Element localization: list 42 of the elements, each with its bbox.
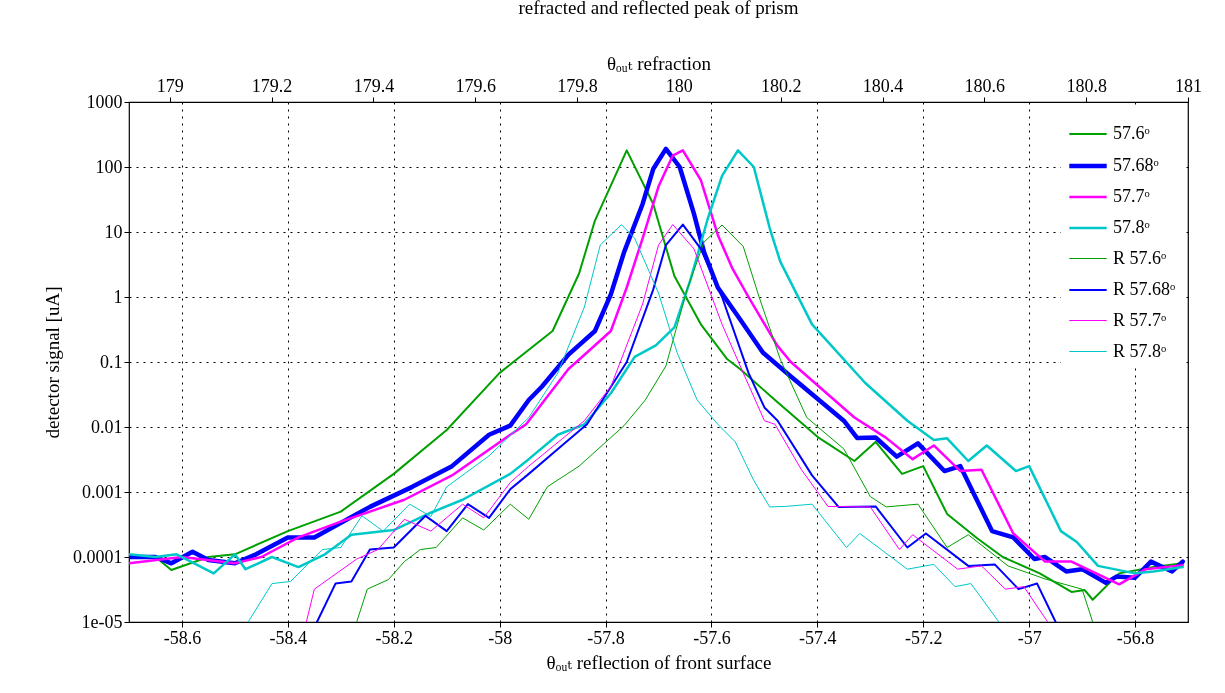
x2-tick-label: 180.4 — [862, 75, 904, 96]
legend-label: 57.68ᵒ — [1113, 155, 1159, 175]
x2-tick-label: 180.8 — [1066, 75, 1107, 96]
x2-axis-title: θₒᵤₜ refraction — [606, 52, 712, 74]
x-tick-label: -58 — [488, 627, 513, 648]
x2-tick-label: 179 — [156, 75, 184, 96]
y-tick-label: 100 — [95, 156, 123, 177]
y-tick-label: 0.001 — [82, 481, 123, 502]
legend-label: R 57.6ᵒ — [1113, 247, 1167, 268]
x-tick-label: -58.4 — [269, 627, 308, 648]
y-tick-label: 1000 — [86, 91, 123, 112]
chart-title: refracted and reflected peak of prism — [518, 0, 799, 18]
legend-label: 57.6ᵒ — [1113, 123, 1150, 143]
x-tick-label: -58.2 — [375, 627, 413, 648]
y-tick-label: 10 — [104, 221, 123, 242]
x-tick-label: -57 — [1017, 627, 1042, 648]
x2-tick-label: 179.2 — [251, 75, 293, 96]
y-tick-label: 1 — [113, 286, 123, 307]
y-tick-label: 0.01 — [91, 416, 123, 437]
legend-label: 57.7ᵒ — [1113, 186, 1150, 206]
x2-tick-label: 179.4 — [353, 75, 395, 96]
x2-tick-label: 179.8 — [557, 75, 598, 96]
y-axis-title: detector signal [uA] — [42, 286, 63, 439]
y-tick-label: 1e-05 — [81, 611, 123, 632]
x-tick-label: -57.6 — [693, 627, 731, 648]
x2-tick-label: 180.2 — [760, 75, 802, 96]
x2-tick-label: 179.6 — [455, 75, 496, 96]
x2-tick-label: 180 — [665, 75, 693, 96]
x-tick-label: -57.2 — [905, 627, 943, 648]
legend-label: R 57.7ᵒ — [1113, 309, 1167, 330]
x2-tick-label: 180.6 — [964, 75, 1006, 96]
x2-tick-label: 181 — [1175, 75, 1202, 96]
legend-label: R 57.8ᵒ — [1113, 340, 1167, 361]
x-tick-label: -57.4 — [799, 627, 837, 648]
y-tick-label: 0.1 — [100, 351, 123, 372]
x-tick-label: -58.6 — [163, 627, 202, 648]
legend-label: 57.8ᵒ — [1113, 217, 1150, 237]
x-tick-label: -57.8 — [587, 627, 625, 648]
x-tick-label: -56.8 — [1116, 627, 1155, 648]
x-axis-title: θₒᵤₜ reflection of front surface — [546, 651, 772, 673]
y-tick-label: 0.0001 — [73, 546, 123, 567]
legend-label: R 57.68ᵒ — [1113, 279, 1176, 299]
